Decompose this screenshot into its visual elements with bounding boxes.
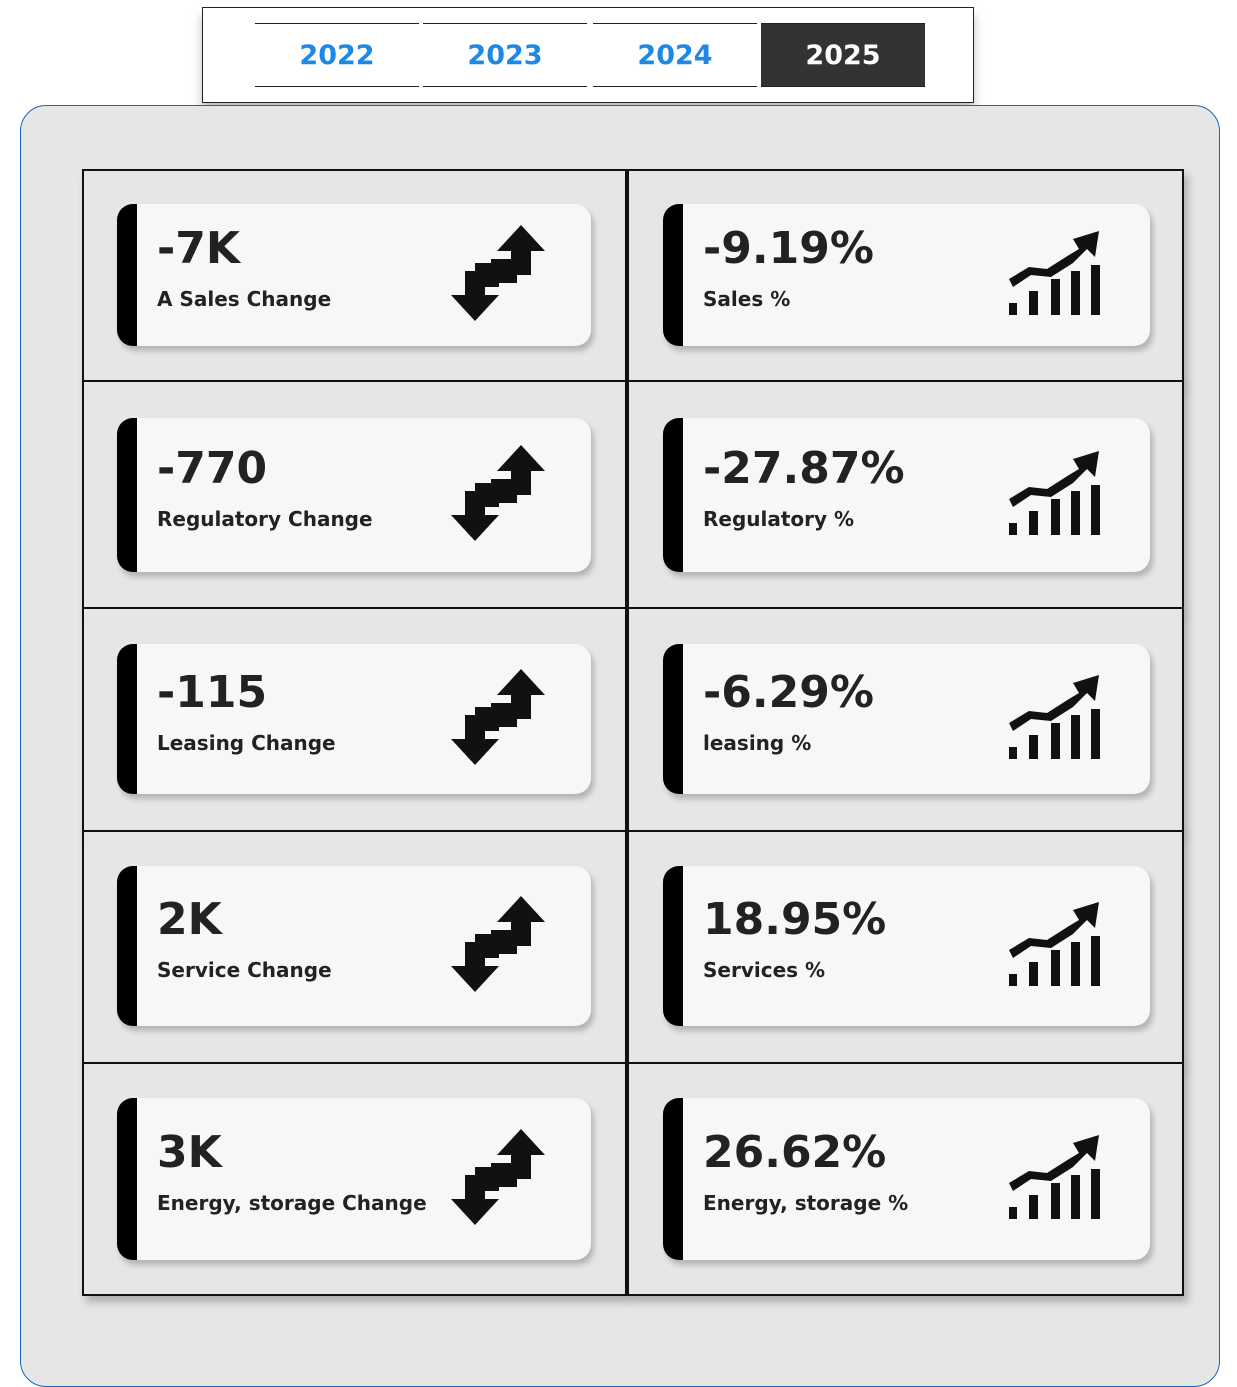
- kpi-label: Sales %: [703, 287, 791, 311]
- accent-bar: [663, 866, 683, 1026]
- trend-icon: [1009, 451, 1100, 535]
- kpi-value: -27.87%: [703, 443, 905, 494]
- year-tab[interactable]: 2023: [423, 23, 587, 87]
- kpi-card: -115 Leasing Change: [117, 644, 591, 794]
- kpi-card: -9.19% Sales %: [663, 204, 1150, 346]
- kpi-value: 26.62%: [703, 1127, 887, 1178]
- icon: [451, 225, 547, 325]
- kpi-label: Services %: [703, 958, 826, 982]
- icon: [1007, 225, 1103, 325]
- change-icon: [451, 225, 545, 321]
- kpi-value: 2K: [157, 894, 222, 945]
- accent-bar: [663, 644, 683, 794]
- kpi-label: Regulatory Change: [157, 507, 373, 531]
- kpi-label: leasing %: [703, 731, 812, 755]
- kpi-label: Service Change: [157, 958, 332, 982]
- trend-icon: [1009, 902, 1100, 986]
- trend-icon: [1009, 1135, 1100, 1219]
- icon: [451, 1129, 547, 1229]
- icon: [451, 896, 547, 996]
- accent-bar: [663, 204, 683, 346]
- icon: [1007, 445, 1103, 545]
- kpi-label: Energy, storage Change: [157, 1191, 427, 1215]
- kpi-value: -6.29%: [703, 667, 874, 718]
- year-slicer: 2022 2023 2024 2025: [202, 7, 974, 103]
- change-icon: [451, 669, 545, 765]
- year-tab[interactable]: 2025: [761, 23, 925, 87]
- kpi-value: 18.95%: [703, 894, 887, 945]
- accent-bar: [117, 866, 137, 1026]
- kpi-value: 3K: [157, 1127, 222, 1178]
- icon: [451, 669, 547, 769]
- change-icon: [451, 445, 545, 541]
- kpi-card: 18.95% Services %: [663, 866, 1150, 1026]
- accent-bar: [117, 204, 137, 346]
- year-tab[interactable]: 2022: [255, 23, 419, 87]
- trend-icon: [1009, 231, 1100, 315]
- icon: [451, 445, 547, 545]
- icon: [1007, 1129, 1103, 1229]
- year-tab[interactable]: 2024: [593, 23, 757, 87]
- change-icon: [451, 1129, 545, 1225]
- kpi-card: -770 Regulatory Change: [117, 418, 591, 572]
- accent-bar: [117, 418, 137, 572]
- kpi-label: A Sales Change: [157, 287, 332, 311]
- kpi-label: Regulatory %: [703, 507, 855, 531]
- kpi-grid: -7K A Sales Change -770 Regulatory Change -1…: [82, 169, 1184, 1296]
- kpi-label: Leasing Change: [157, 731, 336, 755]
- icon: [1007, 669, 1103, 769]
- kpi-label: Energy, storage %: [703, 1191, 909, 1215]
- kpi-value: -9.19%: [703, 223, 874, 274]
- icon: [1007, 896, 1103, 996]
- kpi-card: 2K Service Change: [117, 866, 591, 1026]
- kpi-card: -7K A Sales Change: [117, 204, 591, 346]
- accent-bar: [117, 644, 137, 794]
- kpi-card: -6.29% leasing %: [663, 644, 1150, 794]
- kpi-value: -770: [157, 443, 268, 494]
- accent-bar: [663, 418, 683, 572]
- accent-bar: [117, 1098, 137, 1260]
- kpi-value: -115: [157, 667, 268, 718]
- accent-bar: [663, 1098, 683, 1260]
- kpi-card: 3K Energy, storage Change: [117, 1098, 591, 1260]
- change-icon: [451, 896, 545, 992]
- kpi-value: -7K: [157, 223, 240, 274]
- trend-icon: [1009, 675, 1100, 759]
- kpi-card: 26.62% Energy, storage %: [663, 1098, 1150, 1260]
- kpi-card: -27.87% Regulatory %: [663, 418, 1150, 572]
